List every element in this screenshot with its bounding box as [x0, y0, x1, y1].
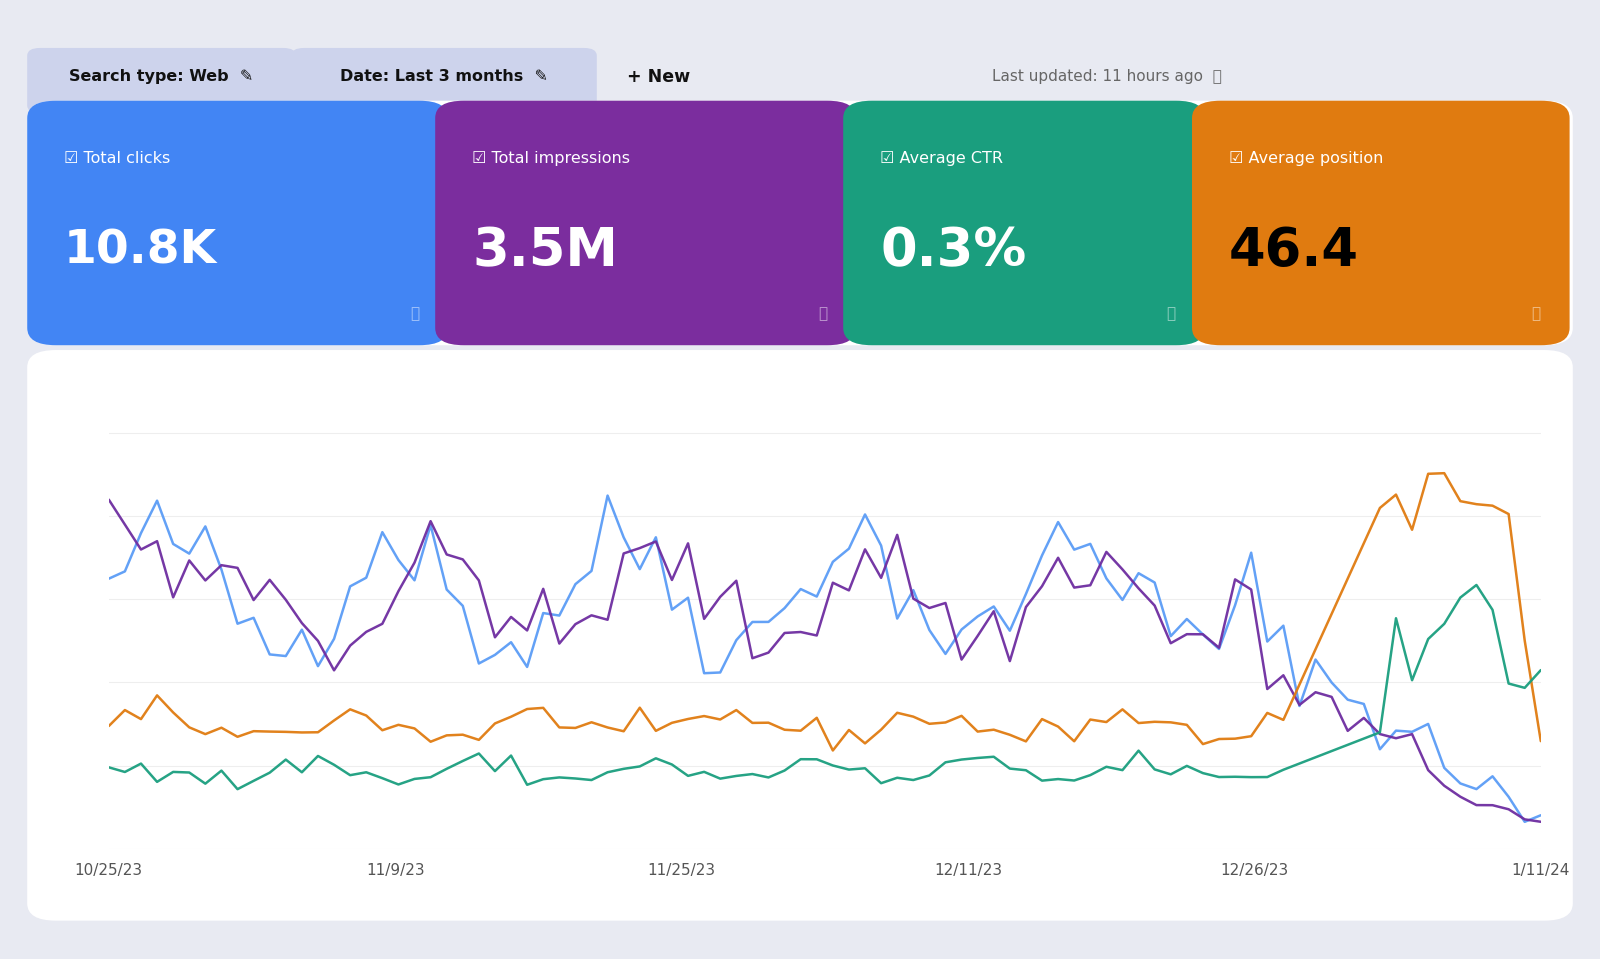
Text: ☑ Average position: ☑ Average position [1229, 151, 1382, 166]
Text: ⓘ: ⓘ [1531, 306, 1541, 321]
Text: Last updated: 11 hours ago  ⓘ: Last updated: 11 hours ago ⓘ [992, 69, 1222, 84]
Text: Date: Last 3 months  ✎: Date: Last 3 months ✎ [341, 69, 547, 84]
FancyBboxPatch shape [27, 350, 1573, 921]
FancyBboxPatch shape [27, 101, 1573, 345]
Text: ⓘ: ⓘ [410, 306, 419, 321]
Text: ☑ Total impressions: ☑ Total impressions [472, 151, 630, 166]
FancyBboxPatch shape [1192, 101, 1570, 345]
FancyBboxPatch shape [291, 48, 597, 113]
FancyBboxPatch shape [843, 101, 1205, 345]
Text: + New: + New [627, 68, 690, 85]
FancyBboxPatch shape [27, 48, 296, 113]
Text: 0.3%: 0.3% [880, 225, 1026, 277]
Text: ☑ Total clicks: ☑ Total clicks [64, 151, 170, 166]
FancyBboxPatch shape [435, 101, 856, 345]
Text: ⓘ: ⓘ [1166, 306, 1176, 321]
Text: ☑ Average CTR: ☑ Average CTR [880, 151, 1003, 166]
Text: 10.8K: 10.8K [64, 228, 218, 273]
Text: Search type: Web  ✎: Search type: Web ✎ [69, 69, 254, 84]
Text: 46.4: 46.4 [1229, 225, 1358, 277]
Text: ⓘ: ⓘ [818, 306, 827, 321]
Text: 3.5M: 3.5M [472, 225, 618, 277]
FancyBboxPatch shape [27, 101, 448, 345]
